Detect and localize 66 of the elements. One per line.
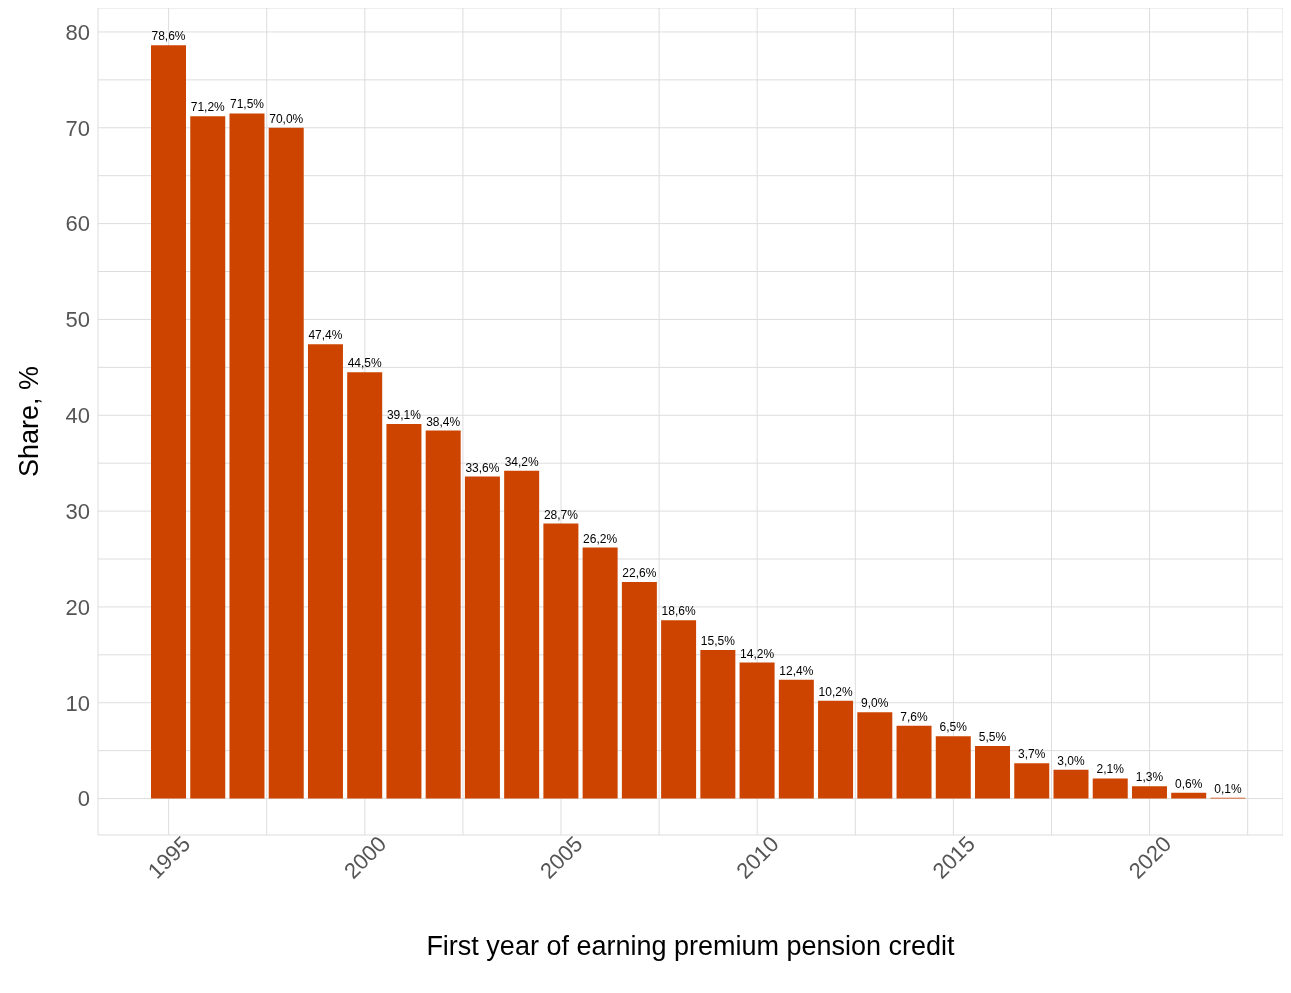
bar [1053,769,1089,799]
x-axis-title: First year of earning premium pension credit [426,931,956,961]
data-label: 3,0% [1057,753,1085,768]
bar [425,430,461,799]
bar [739,662,775,799]
data-label: 28,7% [543,507,579,522]
data-label: 2,1% [1096,762,1125,777]
data-label: 5,5% [978,729,1007,744]
bar [582,547,618,799]
data-label: 7,6% [900,709,929,724]
data-label: 39,1% [386,407,422,422]
data-label: 3,7% [1018,747,1046,762]
y-tick-label: 20 [65,594,90,620]
y-tick-label: 70 [65,115,90,141]
data-label: 34,2% [504,454,539,469]
data-label: 12,4% [779,663,814,678]
bar [386,423,422,799]
bar [268,127,304,799]
bar [621,582,657,799]
y-tick-label: 50 [65,307,90,333]
y-tick-label: 0 [77,786,90,812]
bar [1014,763,1050,799]
bar [857,712,893,799]
bar [190,116,226,799]
data-label: 18,6% [661,604,696,619]
data-label: 26,2% [583,531,618,546]
data-label: 15,5% [700,634,736,649]
data-label: 70,0% [269,111,304,126]
y-axis-title: Share, % [13,365,44,478]
y-tick-label: 60 [65,211,90,237]
bar [1092,778,1128,799]
bar [935,736,971,799]
bar [151,45,187,799]
bar [347,372,383,799]
data-label: 47,4% [308,328,343,343]
bar [896,725,932,799]
data-label: 6,5% [939,720,968,735]
data-label: 1,3% [1135,770,1164,785]
bar [504,470,540,799]
y-tick-label: 80 [65,19,90,45]
data-label: 0,6% [1175,776,1203,791]
data-label: 22,6% [622,566,657,581]
y-tick-label: 30 [65,498,90,524]
data-label: 44,5% [347,356,383,371]
data-label: 38,4% [426,414,461,429]
data-label: 71,5% [229,97,265,112]
data-label: 10,2% [818,684,853,699]
y-tick-label: 10 [65,690,90,716]
data-label: 0,1% [1214,781,1242,796]
bar [229,113,265,799]
bar [700,650,736,799]
bar [818,700,854,799]
data-label: 14,2% [740,646,775,661]
bar [975,745,1011,799]
bar [1131,786,1167,799]
data-label: 71,2% [190,100,226,115]
data-label: 9,0% [861,696,889,711]
bar [464,476,500,799]
bar [778,679,814,799]
bar [307,344,343,799]
y-tick-label: 40 [65,403,90,429]
bar [661,620,697,799]
bar [543,523,579,799]
bar [1171,792,1207,799]
data-label: 33,6% [465,460,500,475]
data-label: 78,6% [151,29,186,44]
